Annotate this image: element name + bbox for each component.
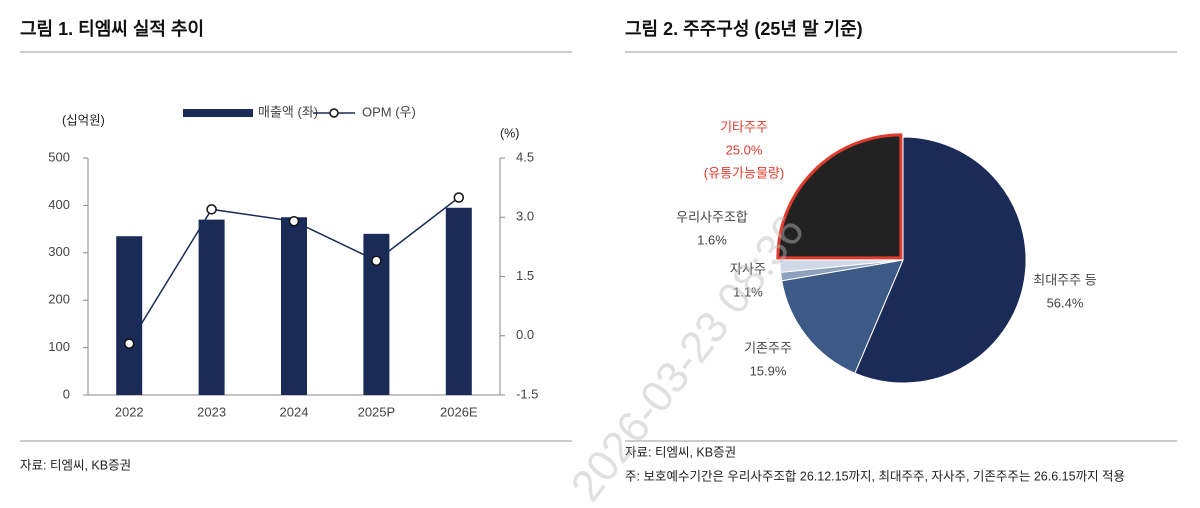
y2-tick-label: 4.5	[516, 149, 534, 164]
bar	[198, 219, 225, 395]
y-tick-label: 100	[48, 339, 70, 354]
legend-label: OPM (우)	[362, 104, 416, 119]
slice-value-label: 56.4%	[1047, 295, 1084, 310]
x-tick-label: 2025P	[358, 404, 396, 419]
y2-axis-label: (%)	[500, 126, 519, 140]
legend-marker	[329, 108, 339, 118]
x-tick-label: 2026E	[440, 404, 478, 419]
slice-label: 기존주주	[744, 340, 792, 355]
bar	[281, 217, 307, 395]
pie-slice	[779, 259, 904, 273]
x-tick-label: 2024	[280, 404, 309, 419]
bar	[116, 236, 143, 395]
chart-title: 그림 2. 주주구성 (25년 말 기준)	[625, 19, 863, 39]
slice-value-label: 1.6%	[697, 232, 727, 247]
y-tick-label: 400	[48, 197, 70, 212]
y2-tick-label: 1.5	[516, 268, 534, 283]
bar	[445, 207, 472, 395]
x-tick-label: 2023	[197, 404, 226, 419]
slice-value-label: 15.9%	[750, 363, 787, 378]
legend-swatch	[183, 109, 253, 117]
source: 자료: 티엠씨, KB증권	[625, 445, 736, 459]
line-marker	[206, 204, 217, 215]
slice-label: 자사주	[730, 261, 766, 276]
line-marker	[371, 255, 382, 266]
slice-label: 기타주주	[720, 119, 768, 134]
y-axis-label: (십억원)	[62, 113, 105, 127]
chart-title: 그림 1. 티엠씨 실적 추이	[20, 19, 204, 39]
pie-slice	[854, 136, 1027, 384]
slice-annotation: (유통가능물량)	[704, 165, 784, 180]
slice-value-label: 25.0%	[726, 142, 763, 157]
note: 주: 보호예수기간은 우리사주조합 26.12.15까지, 최대주주, 자사주,…	[625, 469, 1125, 483]
slice-label: 우리사주조합	[676, 209, 748, 224]
x-tick-label: 2022	[115, 404, 144, 419]
line-marker	[453, 192, 465, 203]
line-marker	[123, 338, 135, 349]
y-tick-label: 300	[48, 244, 70, 259]
slice-label: 최대주주 등	[1033, 272, 1096, 287]
source: 자료: 티엠씨, KB증권	[20, 458, 131, 472]
watermark: 2026-03-23 08:36	[561, 206, 813, 508]
pie-slice	[776, 133, 903, 260]
y2-tick-label: 3.0	[516, 209, 534, 224]
y-tick-label: 500	[48, 149, 70, 164]
y2-tick-label: -1.5	[516, 386, 538, 401]
y-tick-label: 0	[63, 386, 70, 401]
y-tick-label: 200	[48, 292, 70, 307]
y2-tick-label: 0.0	[516, 327, 534, 342]
line-marker	[288, 215, 300, 227]
slice-value-label: 1.1%	[733, 284, 763, 299]
legend-label: 매출액 (좌)	[258, 104, 318, 119]
pie-slice	[781, 259, 904, 374]
